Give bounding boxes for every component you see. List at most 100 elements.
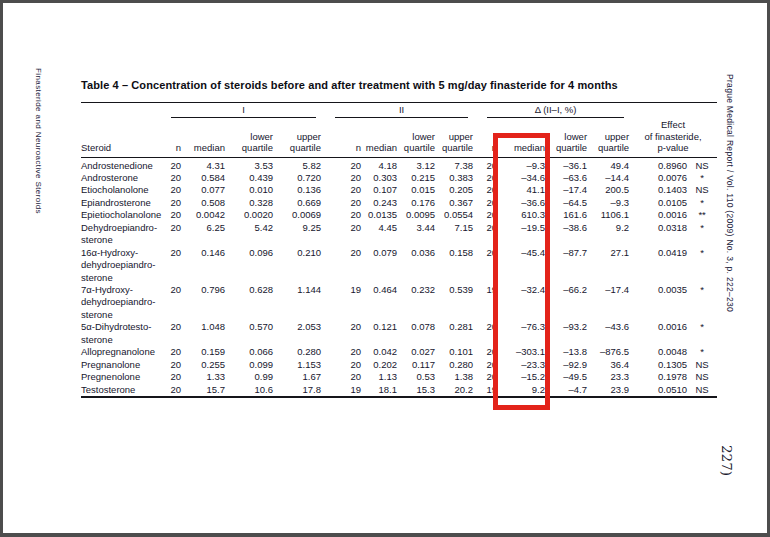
- cell-II-lower-quartile: 0.232: [397, 284, 435, 321]
- cell-II-median: 0.121: [361, 321, 397, 346]
- cell-I-median: 1.048: [181, 321, 225, 346]
- cell-delta-lower-quartile: –66.2: [545, 284, 587, 321]
- cell-delta-lower-quartile: –36.1: [545, 157, 587, 172]
- cell-II-upper-quartile: 0.367: [435, 197, 473, 209]
- cell-delta-upper-quartile: –43.6: [587, 321, 629, 346]
- cell-steroid: Androsterone: [81, 172, 165, 184]
- cell-I-upper-quartile: 1.144: [273, 284, 321, 321]
- cell-significance: *: [687, 284, 717, 321]
- cell-II-lower-quartile: 0.215: [397, 172, 435, 184]
- col-header-upper-2: upper quartile: [435, 118, 473, 157]
- cell-II-median: 0.107: [361, 184, 397, 196]
- col-header-n-1: n: [165, 118, 181, 157]
- cell-I-median: 0.255: [181, 359, 225, 371]
- cell-II-n: 20: [321, 321, 361, 346]
- cell-delta-upper-quartile: –876.5: [587, 346, 629, 358]
- cell-p-value: 0.0016: [629, 209, 687, 221]
- cell-II-n: 20: [321, 346, 361, 358]
- cell-delta-lower-quartile: –93.2: [545, 321, 587, 346]
- table-row: Androstenedione204.313.535.82204.183.127…: [81, 157, 717, 172]
- journal-page: Finasteride and Neuroactive Steroids Pra…: [0, 0, 770, 537]
- col-header-effect: Effect of finasteride, p-value: [629, 118, 717, 157]
- cell-significance: *: [687, 247, 717, 284]
- cell-I-lower-quartile: 0.066: [225, 346, 273, 358]
- cell-I-lower-quartile: 0.439: [225, 172, 273, 184]
- cell-I-upper-quartile: 17.8: [273, 384, 321, 397]
- cell-I-upper-quartile: 0.720: [273, 172, 321, 184]
- cell-II-n: 20: [321, 172, 361, 184]
- cell-I-upper-quartile: 0.669: [273, 197, 321, 209]
- cell-steroid: 5α-Dihydrotesto- sterone: [81, 321, 165, 346]
- table-row: 5α-Dihydrotesto- sterone201.0480.5702.05…: [81, 321, 717, 346]
- col-header-n-2: n: [321, 118, 361, 157]
- cell-II-lower-quartile: 0.117: [397, 359, 435, 371]
- cell-II-n: 20: [321, 197, 361, 209]
- cell-II-median: 0.079: [361, 247, 397, 284]
- table-row: Testosterone2015.710.617.81918.115.320.2…: [81, 384, 717, 397]
- cell-significance: NS: [687, 157, 717, 172]
- col-header-lower-2: lower quartile: [397, 118, 435, 157]
- cell-I-n: 20: [165, 359, 181, 371]
- cell-II-median: 0.202: [361, 359, 397, 371]
- cell-I-n: 20: [165, 197, 181, 209]
- cell-steroid: 7α-Hydroxy- dehydroepiandro- sterone: [81, 284, 165, 321]
- group-header-delta: Δ (II–I, %): [473, 103, 629, 119]
- cell-steroid: Pregnanolone: [81, 359, 165, 371]
- col-header-steroid: Steroid: [81, 118, 165, 157]
- cell-I-n: 20: [165, 209, 181, 221]
- cell-I-upper-quartile: 0.136: [273, 184, 321, 196]
- cell-p-value: 0.0016: [629, 321, 687, 346]
- cell-I-median: 1.33: [181, 371, 225, 383]
- cell-II-n: 20: [321, 209, 361, 221]
- cell-p-value: 0.0419: [629, 247, 687, 284]
- cell-I-lower-quartile: 0.570: [225, 321, 273, 346]
- cell-II-median: 0.243: [361, 197, 397, 209]
- cell-II-lower-quartile: 0.015: [397, 184, 435, 196]
- journal-citation-right: Prague Medical Report / Vol. 110 (2009) …: [725, 74, 735, 312]
- table-caption: Table 4 – Concentration of steroids befo…: [81, 79, 717, 91]
- cell-steroid: 16α-Hydroxy- dehydroepiandro- sterone: [81, 247, 165, 284]
- cell-II-lower-quartile: 0.078: [397, 321, 435, 346]
- cell-steroid: Dehydroepiandro- sterone: [81, 222, 165, 247]
- cell-II-upper-quartile: 0.158: [435, 247, 473, 284]
- cell-II-median: 0.0135: [361, 209, 397, 221]
- cell-delta-upper-quartile: 1106.1: [587, 209, 629, 221]
- cell-I-lower-quartile: 0.099: [225, 359, 273, 371]
- red-highlight-box: [493, 133, 550, 410]
- cell-I-n: 20: [165, 172, 181, 184]
- cell-delta-upper-quartile: 27.1: [587, 247, 629, 284]
- cell-II-n: 20: [321, 184, 361, 196]
- cell-delta-lower-quartile: –87.7: [545, 247, 587, 284]
- cell-II-upper-quartile: 0.205: [435, 184, 473, 196]
- cell-p-value: 0.8960: [629, 157, 687, 172]
- cell-II-median: 18.1: [361, 384, 397, 397]
- cell-delta-upper-quartile: 23.9: [587, 384, 629, 397]
- cell-I-median: 0.796: [181, 284, 225, 321]
- cell-significance: NS: [687, 371, 717, 383]
- cell-p-value: 0.0318: [629, 222, 687, 247]
- cell-p-value: 0.0035: [629, 284, 687, 321]
- cell-II-upper-quartile: 1.38: [435, 371, 473, 383]
- group-header-row: I II Δ (II–I, %): [81, 103, 717, 119]
- cell-II-lower-quartile: 0.036: [397, 247, 435, 284]
- col-header-lower-1: lower quartile: [225, 118, 273, 157]
- cell-II-upper-quartile: 0.280: [435, 359, 473, 371]
- cell-steroid: Pregnenolone: [81, 371, 165, 383]
- table-row: 7α-Hydroxy- dehydroepiandro- sterone200.…: [81, 284, 717, 321]
- table-row: Pregnenolone201.330.991.67201.130.531.38…: [81, 371, 717, 383]
- cell-steroid: Testosterone: [81, 384, 165, 397]
- cell-p-value: 0.0076: [629, 172, 687, 184]
- cell-II-n: 20: [321, 359, 361, 371]
- cell-delta-upper-quartile: 9.2: [587, 222, 629, 247]
- cell-steroid: Etiocholanolone: [81, 184, 165, 196]
- cell-II-upper-quartile: 0.0554: [435, 209, 473, 221]
- cell-II-lower-quartile: 15.3: [397, 384, 435, 397]
- cell-II-n: 20: [321, 371, 361, 383]
- cell-significance: *: [687, 222, 717, 247]
- cell-steroid: Epietiocholanolone: [81, 209, 165, 221]
- cell-I-lower-quartile: 0.096: [225, 247, 273, 284]
- cell-I-median: 0.584: [181, 172, 225, 184]
- cell-I-median: 0.077: [181, 184, 225, 196]
- cell-I-upper-quartile: 1.153: [273, 359, 321, 371]
- cell-II-upper-quartile: 0.281: [435, 321, 473, 346]
